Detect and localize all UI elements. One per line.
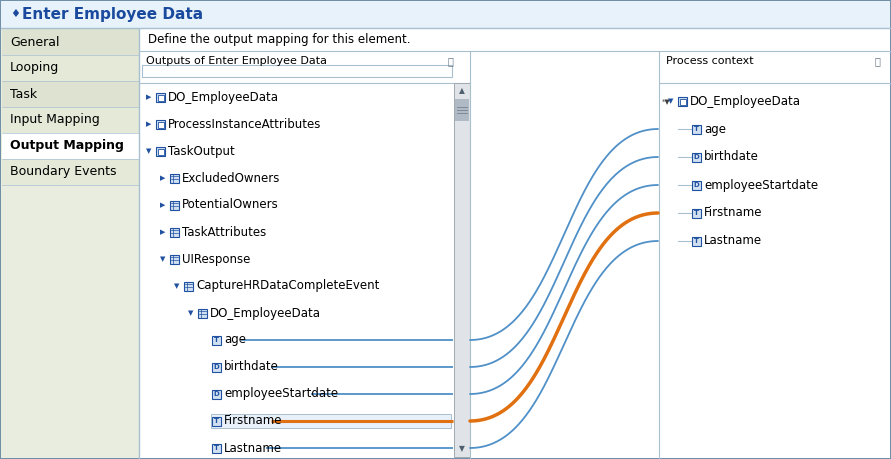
Text: ▶: ▶ xyxy=(160,229,166,235)
Bar xyxy=(140,51,470,83)
Text: ▼: ▼ xyxy=(668,98,674,104)
Text: ProcessInstanceAttributes: ProcessInstanceAttributes xyxy=(168,118,322,130)
Bar xyxy=(158,122,164,128)
Text: age: age xyxy=(224,334,246,347)
Bar xyxy=(212,363,221,372)
Bar xyxy=(2,55,139,81)
Text: DO_EmployeeData: DO_EmployeeData xyxy=(168,90,279,103)
Bar xyxy=(2,107,139,133)
Bar xyxy=(156,120,165,129)
Text: UIResponse: UIResponse xyxy=(182,252,250,265)
Text: 🔲: 🔲 xyxy=(448,56,454,66)
Text: Lastname: Lastname xyxy=(704,235,762,247)
Bar xyxy=(170,255,179,264)
Text: Firstname: Firstname xyxy=(224,414,282,427)
Text: DO_EmployeeData: DO_EmployeeData xyxy=(690,95,801,107)
Bar xyxy=(692,209,701,218)
Text: Outputs of Enter Employee Data: Outputs of Enter Employee Data xyxy=(146,56,327,66)
Bar xyxy=(212,336,221,345)
Bar xyxy=(142,65,452,77)
Text: Lastname: Lastname xyxy=(224,442,282,454)
Bar xyxy=(212,444,221,453)
Bar xyxy=(198,309,207,318)
Text: General: General xyxy=(10,35,60,49)
Bar xyxy=(2,133,139,159)
Text: ▼: ▼ xyxy=(174,283,179,289)
Bar xyxy=(692,153,701,162)
Bar xyxy=(455,99,469,121)
Bar xyxy=(692,237,701,246)
Text: Process context: Process context xyxy=(666,56,754,66)
Text: D: D xyxy=(214,391,219,397)
Text: T: T xyxy=(694,126,699,132)
Text: ▼: ▼ xyxy=(160,256,166,262)
Text: T: T xyxy=(214,418,219,424)
Text: CaptureHRDataCompleteEvent: CaptureHRDataCompleteEvent xyxy=(196,280,380,292)
Text: ▶: ▶ xyxy=(160,175,166,181)
Text: age: age xyxy=(704,123,726,135)
Bar xyxy=(156,147,165,156)
Text: Task: Task xyxy=(10,88,37,101)
Bar xyxy=(170,228,179,237)
Text: ▶: ▶ xyxy=(160,202,166,208)
Text: TaskOutput: TaskOutput xyxy=(168,145,234,157)
Text: ▼: ▼ xyxy=(146,148,151,154)
Text: *▼: *▼ xyxy=(662,98,671,104)
Bar xyxy=(212,390,221,399)
Text: ♦: ♦ xyxy=(10,9,20,19)
Text: Input Mapping: Input Mapping xyxy=(10,113,100,127)
Text: employeeStartdate: employeeStartdate xyxy=(704,179,818,191)
Bar xyxy=(1,1,890,28)
Text: D: D xyxy=(214,364,219,370)
Bar xyxy=(692,181,701,190)
Bar xyxy=(158,95,164,101)
Bar xyxy=(680,99,686,105)
Text: Boundary Events: Boundary Events xyxy=(10,166,117,179)
Text: T: T xyxy=(214,445,219,451)
Text: Define the output mapping for this element.: Define the output mapping for this eleme… xyxy=(148,34,411,46)
Text: T: T xyxy=(694,210,699,216)
Bar xyxy=(184,282,193,291)
Bar xyxy=(692,125,701,134)
Text: Enter Employee Data: Enter Employee Data xyxy=(22,6,203,22)
Text: Firstname: Firstname xyxy=(704,207,763,219)
Bar xyxy=(2,159,139,185)
Text: D: D xyxy=(693,182,699,188)
Bar xyxy=(211,414,451,428)
Text: PotentialOwners: PotentialOwners xyxy=(182,198,279,212)
Text: ExcludedOwners: ExcludedOwners xyxy=(182,172,281,185)
Bar xyxy=(454,83,470,457)
Text: Output Mapping: Output Mapping xyxy=(10,140,124,152)
Bar xyxy=(1,29,139,458)
Bar xyxy=(2,81,139,107)
Text: Looping: Looping xyxy=(10,62,59,74)
Bar xyxy=(170,174,179,183)
Text: ▲: ▲ xyxy=(459,86,465,95)
Bar xyxy=(170,201,179,210)
Bar xyxy=(158,149,164,155)
Text: TaskAttributes: TaskAttributes xyxy=(182,225,266,239)
Bar xyxy=(2,29,139,55)
Bar xyxy=(678,97,687,106)
Text: DO_EmployeeData: DO_EmployeeData xyxy=(210,307,321,319)
Text: birthdate: birthdate xyxy=(224,360,279,374)
Text: ▶: ▶ xyxy=(146,121,151,127)
Text: T: T xyxy=(694,238,699,244)
Bar xyxy=(156,93,165,102)
Text: birthdate: birthdate xyxy=(704,151,759,163)
Text: employeeStartdate: employeeStartdate xyxy=(224,387,338,401)
Bar xyxy=(212,417,221,426)
Text: ▼: ▼ xyxy=(188,310,193,316)
Bar xyxy=(140,29,890,458)
Bar xyxy=(660,51,890,458)
Text: D: D xyxy=(693,154,699,160)
Text: ▼: ▼ xyxy=(459,444,465,453)
Text: T: T xyxy=(214,337,219,343)
Text: 🔲: 🔲 xyxy=(875,56,881,66)
Text: ▶: ▶ xyxy=(146,94,151,100)
Bar xyxy=(660,51,890,83)
